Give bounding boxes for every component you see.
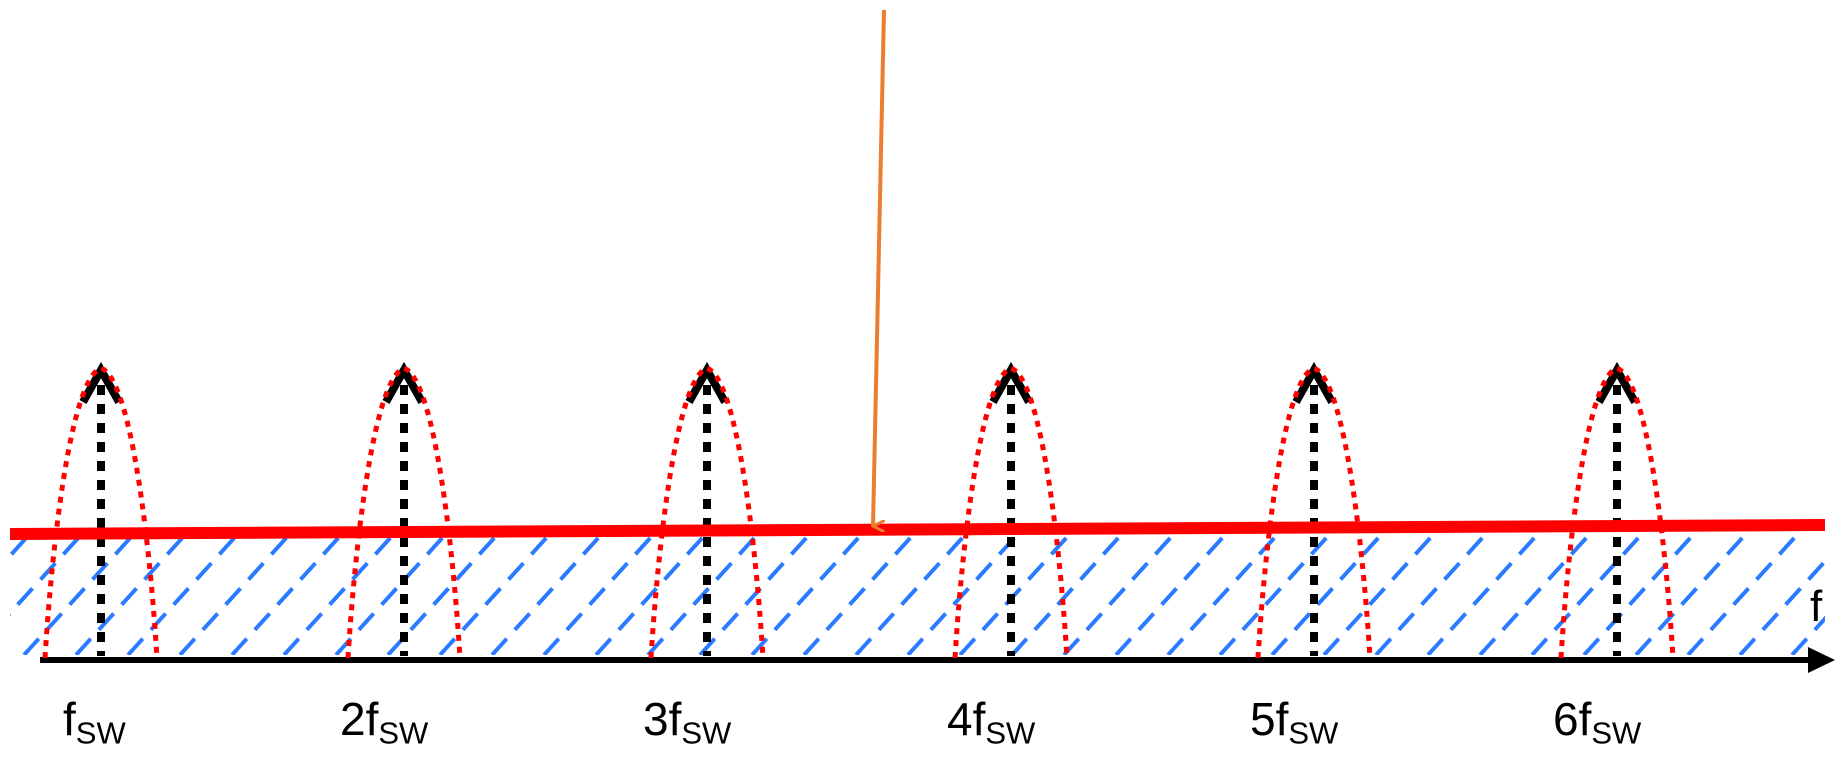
hatch-line bbox=[646, 525, 768, 655]
hatch-line bbox=[178, 525, 300, 655]
harmonic-label: 4fSW bbox=[947, 696, 1035, 749]
spread-spectrum-envelope bbox=[648, 365, 766, 659]
hatch-line bbox=[1322, 525, 1444, 655]
hatch-line bbox=[282, 525, 404, 655]
harmonic-label: 6fSW bbox=[1553, 696, 1641, 749]
hatch-line bbox=[1218, 525, 1340, 655]
hatch-line bbox=[1634, 525, 1756, 655]
harmonic-label-subscript: SW bbox=[75, 715, 126, 751]
spread-spectrum-envelope bbox=[345, 365, 463, 659]
hatch-line bbox=[1010, 525, 1132, 655]
harmonic-label-prefix: 2f bbox=[340, 693, 379, 745]
hatch-line bbox=[1062, 525, 1184, 655]
hatch-line bbox=[1478, 525, 1600, 655]
hatch-line bbox=[1426, 525, 1548, 655]
noise-hatch-area bbox=[10, 525, 1825, 655]
spread-spectrum-envelope bbox=[42, 365, 160, 659]
spread-spectrum-envelope bbox=[952, 365, 1070, 659]
harmonic-label-subscript: SW bbox=[985, 715, 1036, 751]
hatch-line bbox=[1582, 525, 1704, 655]
hatch-line bbox=[1270, 525, 1392, 655]
spread-spectrum-envelope bbox=[1255, 365, 1373, 659]
hatch-line bbox=[230, 525, 352, 655]
harmonic-label-prefix: f bbox=[63, 693, 76, 745]
harmonic-label: 5fSW bbox=[1250, 696, 1338, 749]
hatch-line bbox=[1738, 525, 1825, 655]
hatch-line bbox=[10, 525, 40, 655]
hatch-line bbox=[490, 525, 612, 655]
harmonic-label-subscript: SW bbox=[681, 715, 732, 751]
hatch-line bbox=[906, 525, 1028, 655]
hatch-line bbox=[1166, 525, 1288, 655]
hatch-line bbox=[854, 525, 976, 655]
hatch-line bbox=[74, 525, 196, 655]
hatch-line bbox=[126, 525, 248, 655]
harmonic-label: fSW bbox=[63, 696, 126, 749]
harmonic-label: 2fSW bbox=[340, 696, 428, 749]
hatch-line bbox=[1686, 525, 1808, 655]
hatch-line bbox=[802, 525, 924, 655]
frequency-axis-arrowhead bbox=[1808, 647, 1835, 673]
hatch-line bbox=[1114, 525, 1236, 655]
harmonic-label-prefix: 6f bbox=[1553, 693, 1592, 745]
hatch-line bbox=[594, 525, 716, 655]
harmonic-label-prefix: 4f bbox=[947, 693, 986, 745]
hatch-line bbox=[386, 525, 508, 655]
hatch-line bbox=[1374, 525, 1496, 655]
noise-floor-line bbox=[9, 519, 1826, 540]
spread-spectrum-envelope bbox=[1558, 365, 1676, 659]
hatch-line bbox=[334, 525, 456, 655]
hatch-line bbox=[750, 525, 872, 655]
harmonic-label-prefix: 5f bbox=[1250, 693, 1289, 745]
harmonic-label-subscript: SW bbox=[378, 715, 429, 751]
hatch-line bbox=[10, 525, 92, 655]
hatch-line bbox=[22, 525, 144, 655]
harmonic-label: 3fSW bbox=[643, 696, 731, 749]
harmonic-label-subscript: SW bbox=[1591, 715, 1642, 751]
frequency-axis-label: f bbox=[1810, 582, 1823, 631]
hatch-line bbox=[542, 525, 664, 655]
pointer-arrow bbox=[873, 9, 886, 526]
hatch-line bbox=[1530, 525, 1652, 655]
hatch-line bbox=[958, 525, 1080, 655]
harmonic-label-prefix: 3f bbox=[643, 693, 682, 745]
hatch-line bbox=[438, 525, 560, 655]
harmonic-label-subscript: SW bbox=[1288, 715, 1339, 751]
